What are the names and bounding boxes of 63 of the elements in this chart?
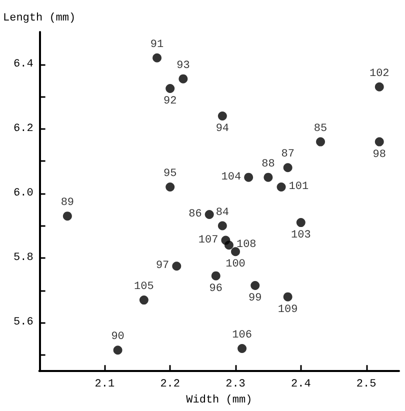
annotation: 94 [216, 122, 230, 135]
annotation: 91 [150, 38, 164, 51]
point [211, 271, 220, 280]
annotation: 95 [164, 168, 177, 180]
annotation: 104 [221, 171, 242, 184]
annotation: 85 [314, 122, 328, 135]
point [139, 296, 148, 305]
annotation: 105 [134, 281, 154, 294]
annotation: 92 [164, 96, 177, 108]
point [166, 84, 175, 94]
point [113, 346, 122, 355]
annotation: 84 [216, 206, 230, 219]
y-tick-label: 5.8 [13, 252, 34, 264]
point [296, 218, 306, 228]
x-tick-label: 2.1 [94, 378, 115, 391]
annotation: 96 [209, 282, 222, 295]
annotation: 108 [236, 239, 256, 252]
y-tick-label: 6.0 [13, 187, 34, 200]
point [316, 137, 326, 146]
y-axis-title: Length (mm) [2, 12, 76, 24]
annotation: 101 [288, 181, 309, 194]
annotation: 102 [369, 68, 390, 80]
point [178, 74, 188, 84]
point [152, 53, 162, 62]
annotation: 87 [281, 148, 294, 161]
annotation: 97 [156, 260, 170, 272]
point [204, 210, 214, 219]
point [166, 182, 175, 192]
annotation: 106 [232, 329, 252, 342]
point [218, 221, 227, 230]
y-tick-label: 5.6 [13, 316, 34, 329]
x-tick-label: 2.5 [356, 378, 376, 391]
x-tick-label: 2.3 [226, 378, 246, 391]
x-tick-label: 2.2 [160, 378, 180, 391]
annotation: 98 [372, 148, 386, 161]
point [224, 240, 234, 250]
point [283, 163, 292, 172]
point [374, 137, 384, 146]
annotation: 99 [248, 292, 262, 305]
point [276, 182, 286, 192]
point [374, 82, 384, 92]
annotation: 88 [262, 158, 275, 170]
point [250, 281, 260, 290]
annotation: 107 [198, 234, 218, 246]
point [283, 292, 292, 302]
annotation: 86 [188, 208, 202, 220]
point [264, 172, 273, 182]
annotation: 109 [278, 304, 298, 316]
x-tick-label: 2.4 [290, 378, 312, 391]
annotation: 103 [290, 230, 311, 242]
x-axis-title: Width (mm) [186, 394, 252, 406]
point [238, 344, 247, 353]
point [231, 247, 240, 256]
y-tick-label: 6.2 [13, 122, 34, 135]
point [218, 111, 227, 120]
y-tick-label: 6.4 [13, 58, 34, 70]
point [172, 262, 182, 271]
annotation: 89 [60, 197, 74, 210]
point [244, 172, 254, 182]
point [62, 212, 72, 221]
annotation: 93 [176, 60, 190, 72]
annotation: 100 [226, 258, 246, 271]
annotation: 90 [111, 331, 124, 344]
